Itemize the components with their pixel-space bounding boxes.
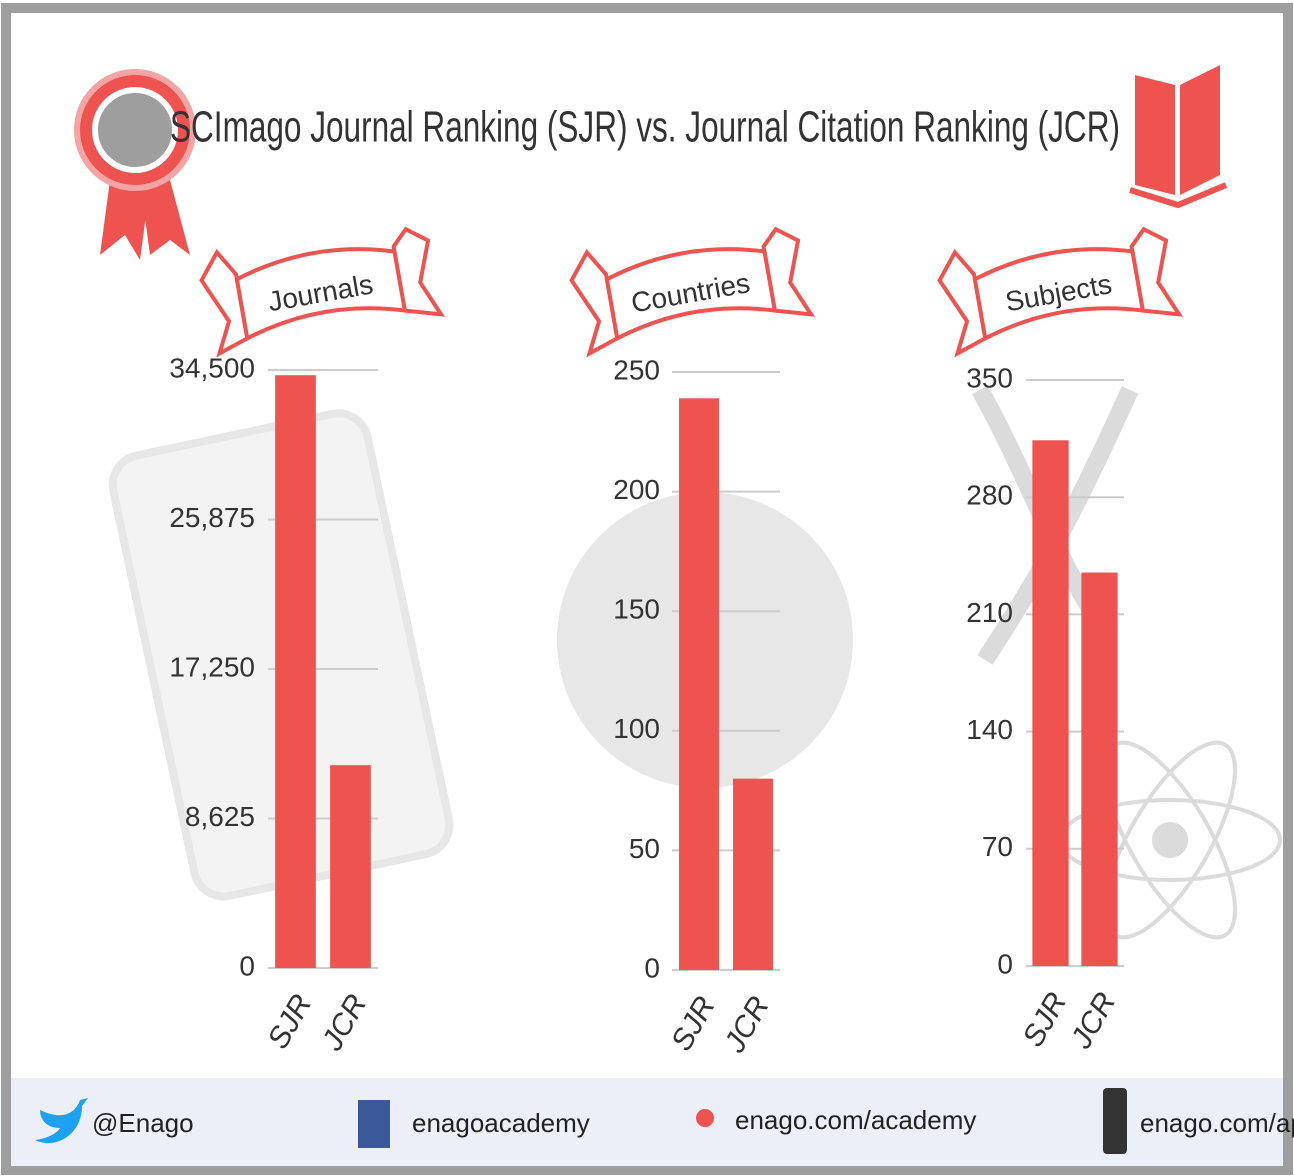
y-tick-label: 0 (239, 950, 255, 981)
y-tick-label: 210 (966, 597, 1013, 628)
y-tick-label: 250 (613, 354, 660, 385)
footer-app: enago.com/app (1140, 1108, 1294, 1138)
bar (733, 778, 773, 970)
charts: Journals08,62517,25025,87534,500SJRJCRCo… (169, 226, 1184, 1059)
y-tick-label: 0 (644, 952, 660, 983)
twitter-icon (35, 1098, 88, 1144)
banner: Countries (569, 226, 816, 358)
frame (1, 3, 1293, 1175)
y-tick-label: 17,250 (169, 651, 255, 682)
y-tick-label: 8,625 (185, 801, 255, 832)
banner-body (234, 247, 408, 342)
banner-body (972, 247, 1146, 342)
y-tick-label: 0 (997, 948, 1013, 979)
banner: Subjects (937, 226, 1184, 358)
footer-twitter: @Enago (92, 1108, 194, 1138)
y-tick-label: 150 (613, 594, 660, 625)
banner: Journals (199, 226, 446, 358)
book-icon (1129, 65, 1228, 209)
footer-facebook: enagoacademy (412, 1108, 590, 1138)
bar (679, 398, 719, 970)
bar (330, 765, 371, 968)
y-tick-label: 50 (629, 833, 660, 864)
footer-band (11, 1078, 1283, 1166)
bar (1081, 572, 1118, 966)
facebook-icon (358, 1100, 390, 1148)
y-tick-label: 100 (613, 713, 660, 744)
bar (1032, 440, 1069, 966)
y-tick-label: 25,875 (169, 502, 255, 533)
enago-icon (696, 1109, 714, 1127)
y-tick-label: 350 (966, 362, 1013, 393)
phone-icon (1103, 1088, 1127, 1154)
medal-icon (74, 69, 196, 260)
y-tick-label: 140 (966, 714, 1013, 745)
title: SCImago Journal Ranking (SJR) vs. Journa… (170, 103, 1120, 152)
banner-body (604, 247, 778, 342)
y-tick-label: 200 (613, 474, 660, 505)
y-tick-label: 34,500 (169, 352, 255, 383)
y-tick-label: 280 (966, 480, 1013, 511)
footer-academy: enago.com/academy (735, 1105, 976, 1135)
bar (275, 375, 316, 968)
y-tick-label: 70 (982, 831, 1013, 862)
